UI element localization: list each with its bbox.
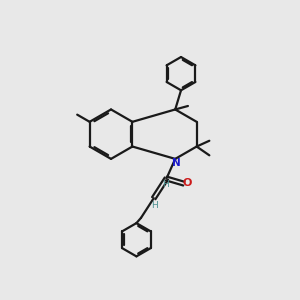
Text: H: H <box>162 181 169 190</box>
Text: O: O <box>182 178 192 188</box>
Text: N: N <box>172 158 181 168</box>
Text: H: H <box>152 201 158 210</box>
